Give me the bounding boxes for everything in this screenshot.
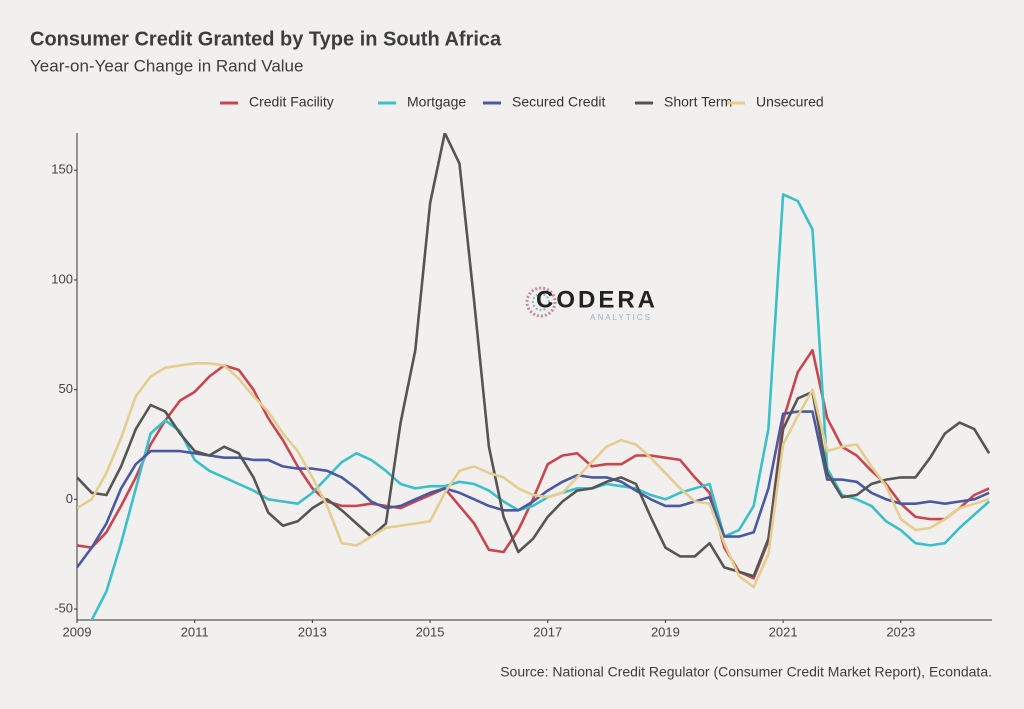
logo-icon-inner <box>532 293 550 311</box>
series-line <box>89 193 990 620</box>
legend-label: Unsecured <box>756 94 824 110</box>
x-tick-label: 2019 <box>651 624 680 639</box>
series-line <box>77 410 990 569</box>
y-tick-label: 150 <box>51 162 73 177</box>
y-tick-label: 50 <box>59 381 73 396</box>
chart-title: Consumer Credit Granted by Type in South… <box>30 28 502 50</box>
series-line <box>77 348 990 580</box>
x-tick-label: 2011 <box>181 624 209 639</box>
x-tick-label: 2021 <box>769 624 798 639</box>
legend-label: Short Term <box>664 94 732 110</box>
y-tick-label: 0 <box>66 491 73 506</box>
x-tick-label: 2009 <box>63 624 92 639</box>
series-line <box>77 133 991 578</box>
y-tick-label: -50 <box>54 600 73 615</box>
series-line <box>77 362 990 589</box>
logo: CODERA ANALYTICS <box>525 286 658 322</box>
logo-name: CODERA <box>536 286 658 313</box>
logo-tagline: ANALYTICS <box>590 313 652 322</box>
legend-label: Credit Facility <box>249 94 334 110</box>
x-tick-label: 2015 <box>416 624 445 639</box>
logo-icon <box>525 286 557 318</box>
chart-subtitle: Year-on-Year Change in Rand Value <box>30 56 303 75</box>
legend-label: Mortgage <box>407 94 466 110</box>
x-tick-label: 2013 <box>298 624 327 639</box>
x-tick-label: 2023 <box>886 624 915 639</box>
source-note: Source: National Credit Regulator (Consu… <box>500 664 992 680</box>
x-tick-label: 2017 <box>533 624 562 639</box>
y-tick-label: 100 <box>51 271 73 286</box>
legend-label: Secured Credit <box>512 94 605 110</box>
plot-area <box>77 133 991 620</box>
